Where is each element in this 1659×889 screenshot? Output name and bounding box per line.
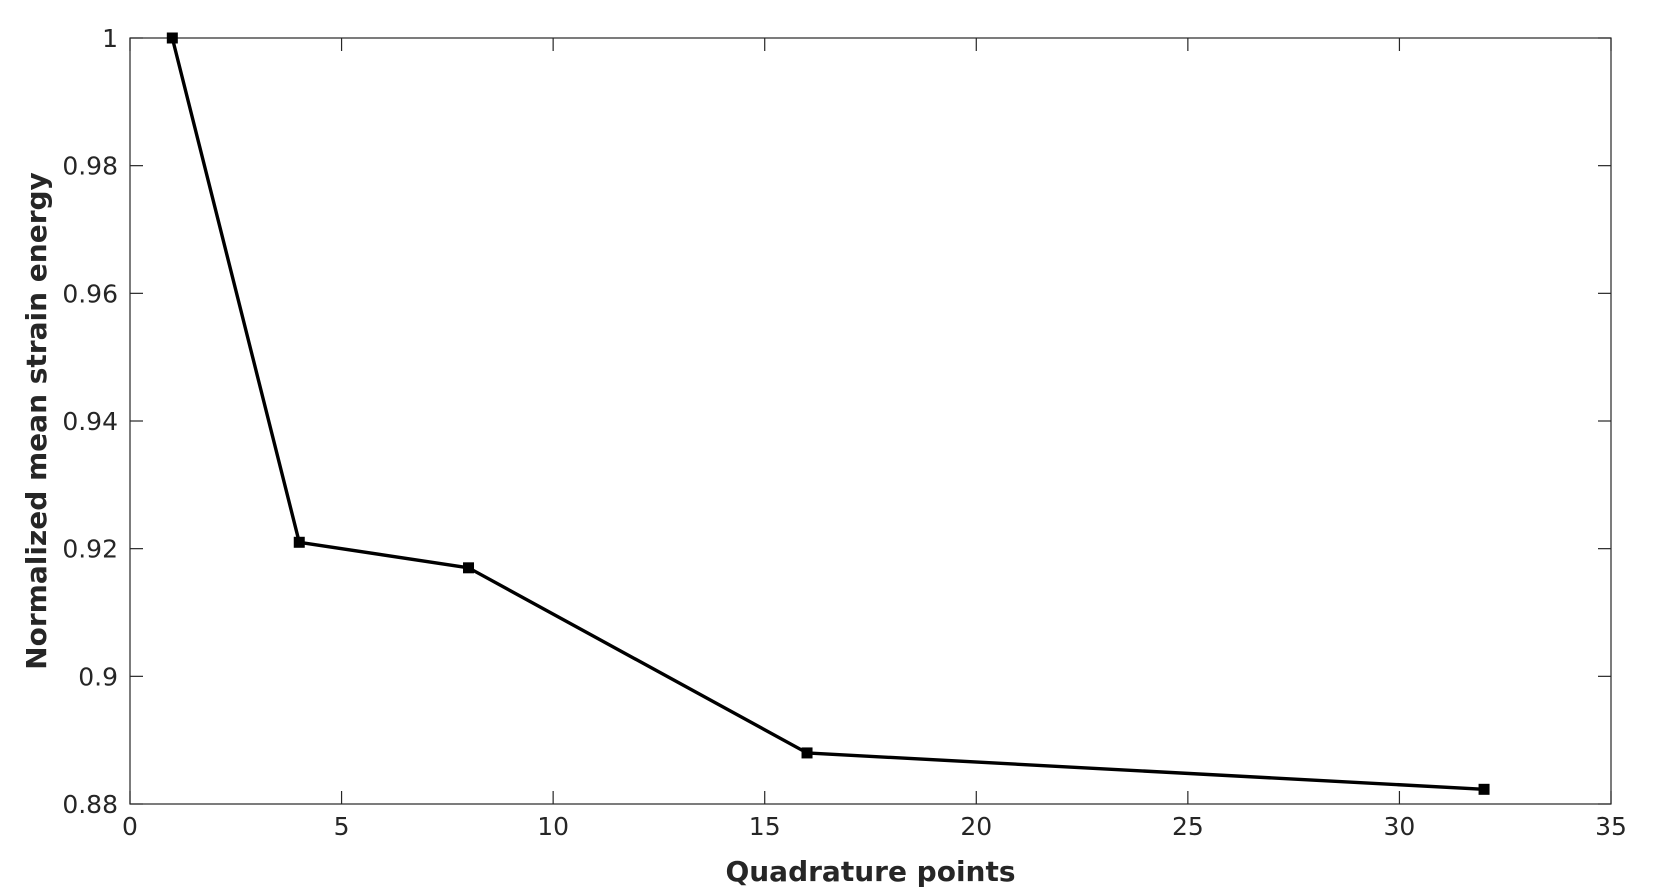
y-tick-label: 0.96 [62, 279, 118, 308]
data-point [166, 32, 178, 44]
data-point [293, 536, 305, 548]
data-point [463, 562, 475, 574]
series-line [170, 37, 1485, 792]
x-tick-label: 20 [960, 812, 992, 841]
y-tick-label: 0.98 [62, 152, 118, 181]
y-axis: 0.88 0.9 0.92 0.94 0.96 0.98 1 [62, 24, 1611, 819]
y-tick-label: 0.92 [62, 535, 118, 564]
x-tick-label: 35 [1595, 812, 1627, 841]
x-tick-label: 30 [1384, 812, 1416, 841]
x-tick-label: 5 [334, 812, 350, 841]
y-tick-label: 0.94 [62, 407, 118, 436]
series-layer [166, 32, 1490, 795]
x-axis-title: Quadrature points [725, 855, 1015, 888]
x-tick-label: 10 [537, 812, 569, 841]
y-axis-title: Normalized mean strain energy [20, 172, 53, 670]
x-axis: 0 5 10 15 20 25 30 35 [122, 38, 1627, 841]
x-tick-label: 15 [749, 812, 781, 841]
plot-area [129, 37, 1612, 805]
data-point [801, 747, 813, 759]
data-point [1478, 783, 1490, 795]
x-tick-label: 25 [1172, 812, 1204, 841]
y-tick-label: 0.88 [62, 790, 118, 819]
plot-frame [129, 37, 1612, 805]
y-tick-label: 0.9 [78, 662, 118, 691]
x-tick-label: 0 [122, 812, 138, 841]
y-tick-label: 1 [102, 24, 118, 53]
